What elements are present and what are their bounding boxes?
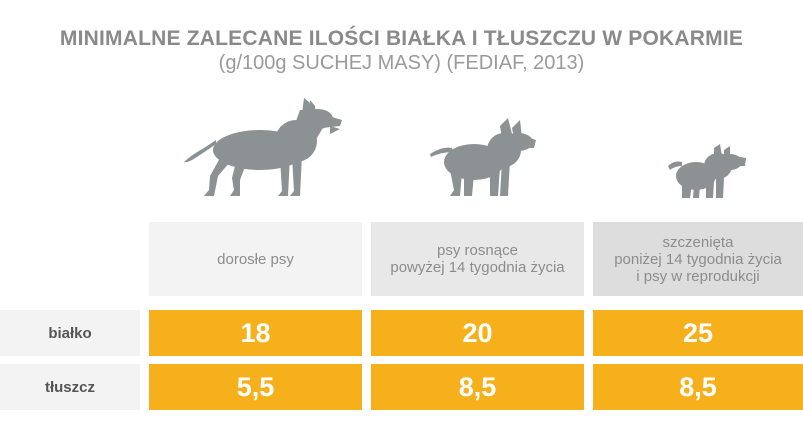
header-line: powyżej 14 tygodnia życia [390,259,565,276]
puppy-icon [666,144,748,200]
header-line: dorosłe psy [217,250,294,268]
header-line: psy rosnące [437,242,518,259]
value-fat-puppy: 8,5 [593,364,803,410]
value-protein-adult: 18 [149,310,362,356]
value-protein-growing: 20 [371,310,584,356]
header-line: poniżej 14 tygodnia życia [614,250,782,268]
column-header-puppies: szczenięta poniżej 14 tygodnia życia i p… [593,222,803,296]
row-label-fat: tłuszcz [0,364,140,410]
growing-dog-icon [428,116,536,198]
header-line: i psy w reprodukcji [636,267,760,285]
chart-subtitle: (g/100g SUCHEJ MASY) (FEDIAF, 2013) [218,52,585,74]
row-label-protein: białko [0,310,140,356]
header-line: szczenięta [662,233,734,251]
column-header-growing-dogs: psy rosnące powyżej 14 tygodnia życia [371,222,584,296]
value-fat-adult: 5,5 [149,364,362,410]
adult-dog-icon [182,96,342,200]
value-fat-growing: 8,5 [371,364,584,410]
value-protein-puppy: 25 [593,310,803,356]
chart-title: MINIMALNE ZALECANE ILOŚCI BIAŁKA I TŁUSZ… [59,27,744,50]
column-header-adult-dogs: dorosłe psy [149,222,362,296]
